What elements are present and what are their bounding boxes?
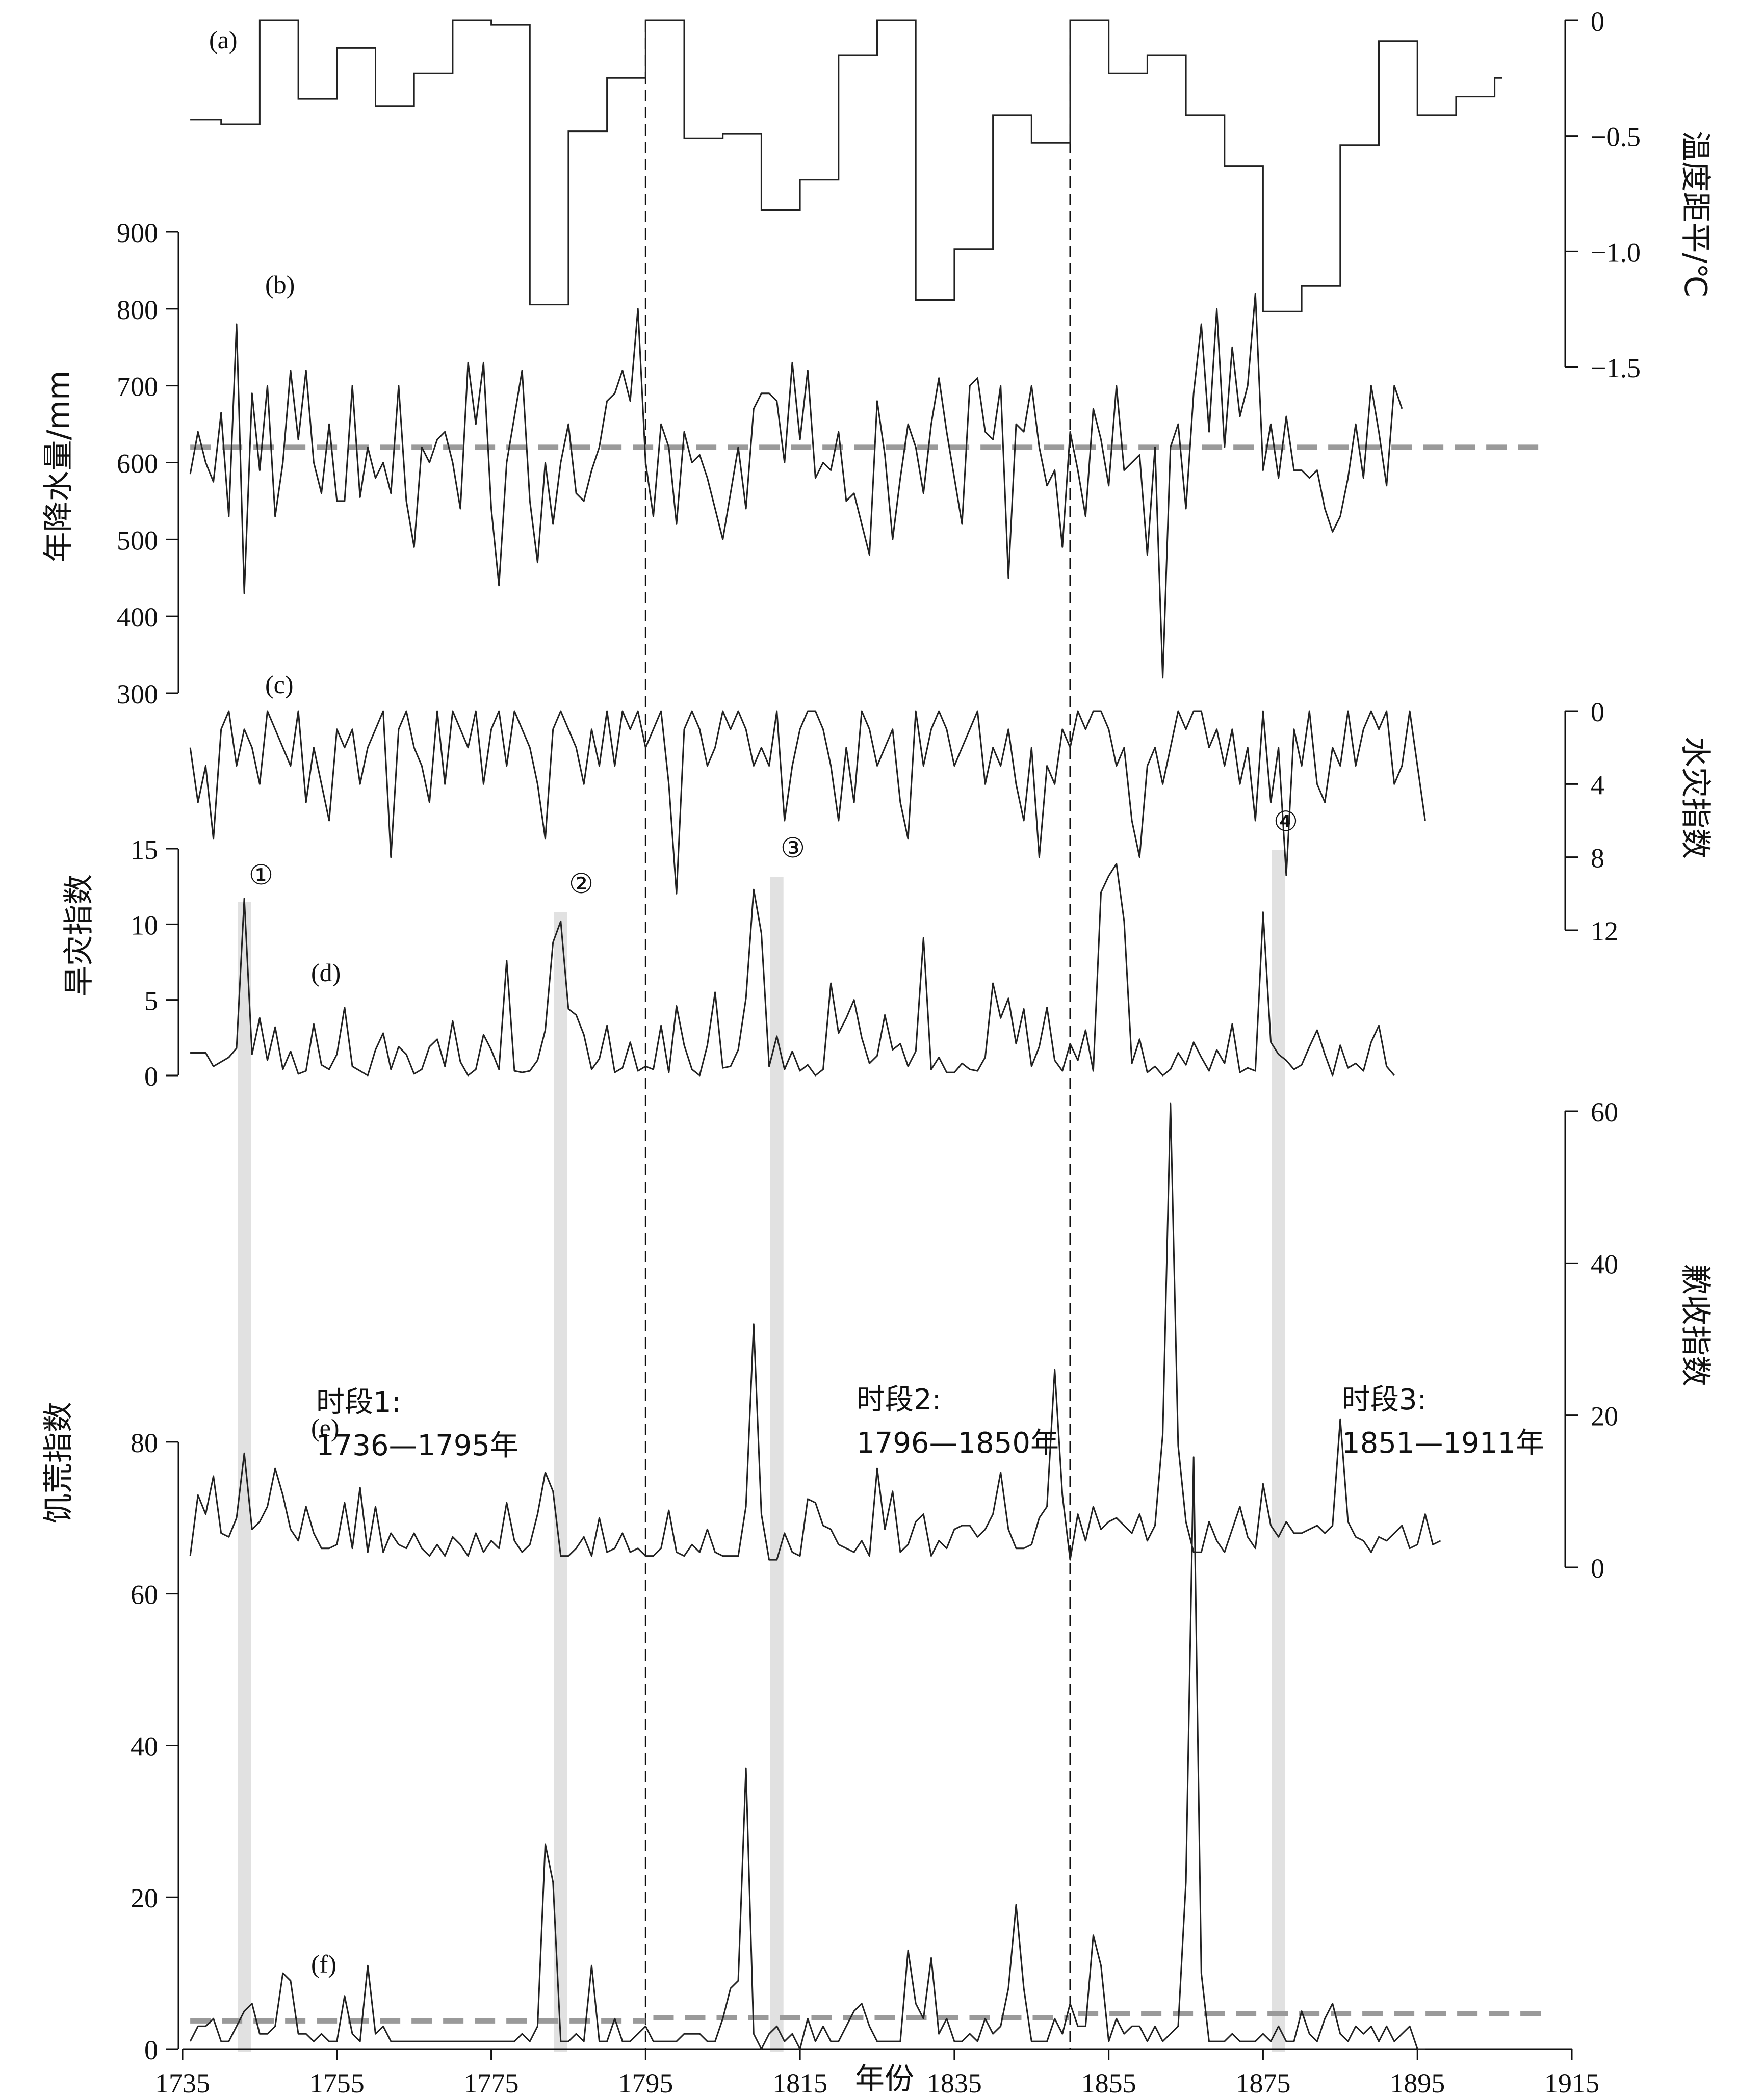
- y-tick-label-a-2: −1.0: [1591, 237, 1641, 268]
- series-line-d: [190, 863, 1395, 1077]
- panel-label-e: (e): [311, 1413, 340, 1442]
- x-tick-label-5: 1835: [927, 2068, 982, 2098]
- highlight-band-2: [554, 912, 567, 2052]
- y-tick-label-d-0: 0: [144, 1061, 158, 1092]
- x-tick-label-6: 1855: [1081, 2068, 1136, 2098]
- axis-title-c: 水灾指数: [1677, 737, 1713, 859]
- period-dividers: [644, 20, 1071, 2050]
- x-axis-title: 年份: [855, 2061, 914, 2096]
- x-tick-label-7: 1875: [1235, 2068, 1290, 2098]
- y-tick-label-b-5: 800: [117, 295, 158, 325]
- y-tick-label-c-3: 12: [1591, 916, 1618, 947]
- y-tick-label-a-3: −1.5: [1591, 353, 1641, 383]
- period-3-name: 时段3:: [1342, 1383, 1427, 1416]
- x-tick-label-0: 1735: [155, 2068, 210, 2098]
- peak-marker-2: ②: [569, 868, 593, 900]
- y-tick-label-f-4: 80: [131, 1428, 158, 1458]
- y-tick-label-d-2: 10: [131, 910, 158, 940]
- series-line-a: [190, 19, 1502, 312]
- y-tick-label-e-2: 40: [1591, 1249, 1618, 1279]
- peak-marker-1: ①: [249, 859, 273, 891]
- y-tick-label-f-1: 20: [131, 1883, 158, 1913]
- period-2-name: 时段2:: [857, 1383, 942, 1416]
- y-tick-label-b-0: 300: [117, 679, 158, 710]
- y-tick-label-c-2: 8: [1591, 843, 1604, 874]
- series-line-e: [189, 1102, 1441, 1561]
- series-line-b: [189, 293, 1403, 679]
- y-tick-label-d-3: 15: [131, 834, 158, 865]
- period-3-range: 1851—1911年: [1342, 1427, 1544, 1460]
- y-tick-label-d-1: 5: [144, 986, 158, 1016]
- y-tick-label-a-0: 0: [1591, 6, 1604, 37]
- y-tick-label-f-3: 60: [131, 1580, 158, 1610]
- mean-lines: [190, 444, 1541, 2024]
- panel-label-d: (d): [311, 958, 341, 987]
- axis-title-e: 歉收指数: [1677, 1264, 1713, 1386]
- x-tick-label-4: 1815: [772, 2068, 827, 2098]
- series-line-f: [189, 1456, 1425, 2050]
- y-tick-label-e-1: 20: [1591, 1401, 1618, 1432]
- peak-marker-4: ④: [1274, 805, 1298, 837]
- y-tick-label-b-3: 600: [117, 449, 158, 479]
- series-lines: [189, 19, 1502, 2050]
- x-tick-label-1: 1755: [309, 2068, 365, 2098]
- panel-label-f: (f): [311, 1950, 336, 1978]
- x-tick-label-3: 1795: [618, 2068, 673, 2098]
- highlight-band-1: [238, 902, 251, 2052]
- labels: 0−0.5−1.0−1.5300400500600700800900048120…: [117, 6, 1641, 2098]
- series-line-c: [189, 710, 1426, 895]
- panel-label-b: (b): [265, 270, 295, 299]
- highlight-band-3: [770, 877, 784, 2052]
- y-tick-label-b-1: 400: [117, 602, 158, 633]
- y-tick-label-a-1: −0.5: [1591, 122, 1641, 152]
- highlight-bands: [238, 850, 1285, 2052]
- y-tick-label-c-0: 0: [1591, 697, 1604, 727]
- y-tick-label-b-2: 500: [117, 525, 158, 556]
- y-tick-label-e-0: 0: [1591, 1553, 1604, 1584]
- x-tick-label-8: 1895: [1390, 2068, 1445, 2098]
- x-tick-label-9: 1915: [1544, 2068, 1599, 2098]
- axis-title-a: 温度距平/℃: [1677, 130, 1713, 298]
- y-tick-label-f-0: 0: [144, 2035, 158, 2065]
- panel-label-c: (c): [265, 670, 294, 699]
- y-tick-label-c-1: 4: [1591, 770, 1604, 800]
- y-tick-label-e-3: 60: [1591, 1097, 1618, 1127]
- axes: [166, 19, 1578, 2060]
- highlight-band-4: [1272, 850, 1285, 2052]
- period-2-range: 1796—1850年: [857, 1427, 1059, 1460]
- axis-title-d: 旱灾指数: [61, 874, 97, 996]
- axis-title-b: 年降水量/mm: [41, 370, 76, 562]
- period-1-name: 时段1:: [316, 1386, 401, 1419]
- peak-marker-3: ③: [781, 832, 805, 864]
- y-tick-label-f-2: 40: [131, 1731, 158, 1762]
- period-1-range: 1736—1795年: [316, 1429, 518, 1462]
- panel-label-a: (a): [209, 25, 238, 54]
- axis-title-f: 饥荒指数: [41, 1402, 76, 1524]
- x-tick-label-2: 1775: [464, 2068, 519, 2098]
- y-tick-label-b-4: 700: [117, 372, 158, 402]
- y-tick-label-b-6: 900: [117, 218, 158, 248]
